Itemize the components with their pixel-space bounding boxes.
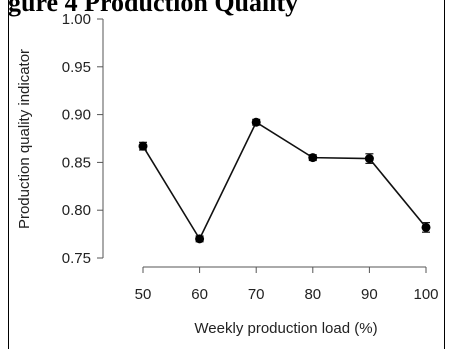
- y-tick-label: 0.75: [62, 250, 91, 267]
- y-tick-label: 0.80: [62, 202, 91, 219]
- y-axis-title: Production quality indicator: [16, 49, 33, 229]
- y-tick-label: 0.90: [62, 107, 91, 124]
- data-point: [138, 141, 148, 151]
- y-tick-label: 1.00: [62, 11, 91, 28]
- figure-title-fragment: gure 4 Production Quality: [8, 0, 299, 17]
- x-tick-label: 80: [304, 286, 321, 303]
- x-tick-label: 60: [191, 286, 208, 303]
- data-point: [421, 222, 431, 232]
- data-point: [364, 154, 374, 164]
- x-tick-label: 50: [135, 286, 152, 303]
- x-tick-label: 70: [248, 286, 265, 303]
- series-line: [142, 121, 427, 241]
- chart-axes: 1.00 0.95 0.90 0.85 0.80 0.75 50 60 70 80 90 100: [62, 11, 439, 303]
- x-axis-title: Weekly production load (%): [194, 320, 377, 337]
- chart-marks: [138, 117, 431, 244]
- data-point: [308, 153, 318, 163]
- x-tick-label: 100: [413, 286, 438, 303]
- frame-left-border: [8, 0, 9, 349]
- data-point: [195, 234, 205, 244]
- frame-right-border: [444, 0, 445, 349]
- x-tick-label: 90: [361, 286, 378, 303]
- data-point: [251, 117, 261, 127]
- y-tick-label: 0.85: [62, 154, 91, 171]
- y-tick-label: 0.95: [62, 59, 91, 76]
